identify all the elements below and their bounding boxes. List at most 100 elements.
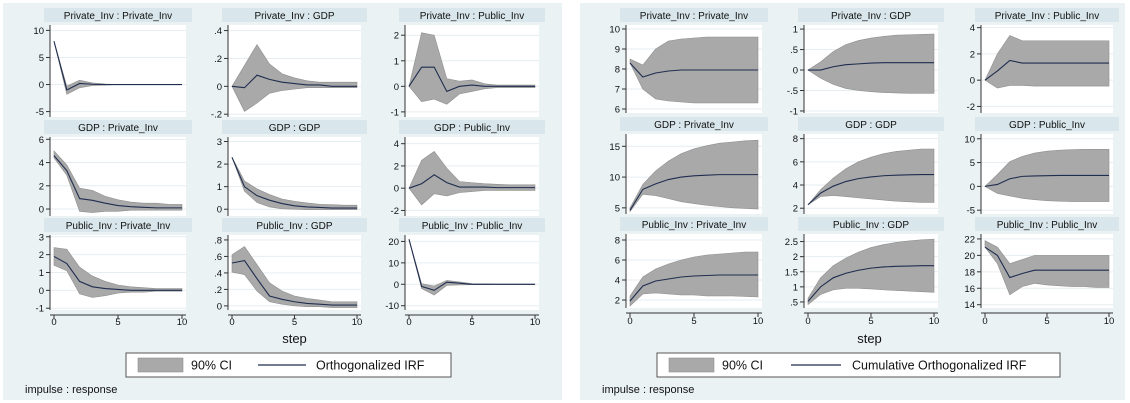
- panel-title-strip: [44, 218, 192, 232]
- y-tick-label: 4: [39, 158, 44, 169]
- y-tick-label: 0: [39, 80, 44, 91]
- panel-title: GDP : Public_Inv: [1009, 120, 1085, 131]
- irf-panel: Private_Inv : GDP 1 .5 0 -.5 -1: [787, 8, 944, 117]
- y-tick-label: -.5: [787, 86, 798, 97]
- x-tick-label: 5: [1044, 316, 1049, 327]
- y-tick-label: 2: [217, 160, 222, 171]
- panel-title: Public_Inv : Private_Inv: [642, 220, 747, 231]
- panel-title-strip: [798, 217, 944, 231]
- panel-title-strip: [620, 8, 768, 22]
- y-tick-label: 2: [793, 252, 798, 263]
- y-tick-label: .6: [214, 252, 222, 263]
- y-tick-label: .2: [214, 54, 222, 65]
- y-tick-label: 1: [217, 182, 222, 193]
- y-tick-label: -5: [36, 107, 44, 118]
- y-tick-label: 0: [793, 66, 798, 77]
- x-tick-label: 0: [406, 317, 411, 328]
- y-tick-label: 6: [615, 256, 620, 267]
- y-tick-label: 4: [793, 181, 798, 192]
- panel-title: Public_Inv : GDP: [256, 221, 332, 232]
- irf-panel: GDP : Public_Inv 10 5 0 -5: [964, 117, 1119, 217]
- y-tick-label: .4: [214, 268, 222, 279]
- irf-line: [807, 174, 934, 206]
- y-tick-label: -1: [36, 304, 44, 315]
- panel-title: GDP : Private_Inv: [654, 120, 734, 131]
- y-tick-label: -2: [967, 102, 975, 113]
- irf-panel: GDP : Public_Inv 4 2 0 -2: [391, 120, 545, 217]
- y-tick-label: -.2: [211, 110, 222, 121]
- irf-panel: Public_Inv : Public_Inv 22 20 18 16 14 0 5 10: [964, 217, 1119, 327]
- y-tick-label: 3: [39, 232, 44, 243]
- plot-region: [405, 235, 539, 310]
- x-axis-title: step: [857, 331, 882, 346]
- x-tick-label: 0: [51, 317, 56, 328]
- panel-title: Private_Inv : GDP: [254, 11, 334, 22]
- ci-band: [629, 251, 759, 307]
- x-tick-label: 10: [1104, 316, 1115, 327]
- y-tick-label: 0: [217, 82, 222, 93]
- ci-band: [231, 43, 358, 112]
- legend-irf-label: Cumulative Orthogonalized IRF: [852, 359, 1027, 373]
- y-tick-label: 8: [615, 236, 620, 247]
- y-tick-label: .8: [214, 235, 222, 246]
- y-tick-label: 10: [609, 173, 620, 184]
- y-tick-label: -10: [385, 301, 399, 312]
- panel-title: Private_Inv : Private_Inv: [640, 11, 748, 22]
- irf-panel: Private_Inv : Public_Inv 4 2 0 -2: [967, 8, 1119, 113]
- y-tick-label: 2: [615, 296, 620, 307]
- irf-line: [53, 41, 182, 91]
- y-tick-label: 10: [33, 26, 44, 37]
- y-tick-label: 2: [970, 49, 975, 60]
- x-tick-label: 0: [229, 317, 234, 328]
- y-tick-label: .5: [790, 45, 798, 56]
- y-tick-label: 18: [964, 267, 975, 278]
- y-tick-label: -1: [790, 106, 798, 117]
- ci-band: [53, 247, 183, 298]
- y-tick-label: 16: [964, 284, 975, 295]
- impulse-response-note: impulse : response: [25, 384, 118, 396]
- panel-title-strip: [44, 120, 192, 134]
- irf-panel: Private_Inv : Public_Inv 2 1 0 -1: [391, 8, 545, 118]
- y-tick-label: 10: [609, 25, 620, 36]
- y-tick-label: 5: [970, 158, 975, 169]
- panel-title: Private_Inv : Public_Inv: [995, 11, 1100, 22]
- panel-title-strip: [222, 8, 367, 22]
- x-tick-label: 5: [691, 316, 696, 327]
- x-tick-label: 10: [753, 316, 764, 327]
- y-tick-label: 10: [964, 134, 975, 145]
- panel-title: Public_Inv : Public_Inv: [422, 221, 523, 232]
- y-tick-label: 0: [394, 184, 399, 195]
- y-tick-label: 2: [394, 161, 399, 172]
- x-tick-label: 5: [868, 316, 873, 327]
- x-tick-label: 10: [352, 317, 363, 328]
- panel-title-strip: [399, 120, 545, 134]
- y-tick-label: 6: [793, 157, 798, 168]
- x-tick-label: 5: [469, 317, 474, 328]
- legend: 90% CI Orthogonalized IRF: [125, 352, 452, 378]
- y-tick-label: -1: [391, 107, 399, 118]
- irf-panel: Private_Inv : Private_Inv 10 5 0 -5: [33, 8, 192, 118]
- panel-title: Private_Inv : Public_Inv: [420, 11, 525, 22]
- irf-panel: GDP : GDP 8 6 4 2: [793, 117, 944, 215]
- irf-line: [53, 255, 182, 291]
- y-tick-label: 20: [964, 251, 975, 262]
- irf-line: [807, 265, 934, 302]
- y-tick-label: 15: [609, 142, 620, 153]
- y-tick-label: 0: [217, 301, 222, 312]
- y-tick-label: 10: [388, 258, 399, 269]
- panel-title-strip: [798, 8, 944, 22]
- irf-line: [53, 155, 182, 209]
- irf-line: [231, 74, 357, 89]
- panel-title: Private_Inv : Private_Inv: [64, 11, 172, 22]
- irf-line: [984, 59, 1109, 81]
- y-tick-label: 1: [394, 56, 399, 67]
- y-tick-label: 2: [793, 204, 798, 215]
- irf-line: [408, 174, 535, 189]
- legend-ci-label: 90% CI: [191, 359, 232, 373]
- y-tick-label: 2: [39, 181, 44, 192]
- irf-line: [984, 174, 1109, 187]
- legend-irf-label: Orthogonalized IRF: [316, 359, 425, 373]
- x-axis-title: step: [282, 331, 307, 346]
- y-tick-label: 2.5: [785, 237, 798, 248]
